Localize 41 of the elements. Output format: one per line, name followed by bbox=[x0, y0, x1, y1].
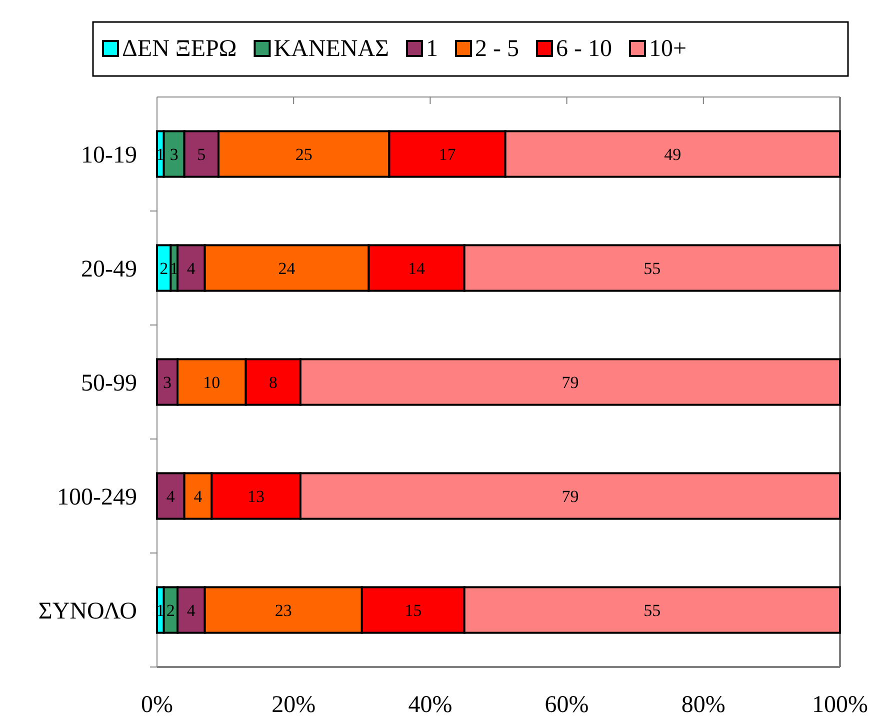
data-label: 15 bbox=[404, 600, 422, 620]
data-label: 13 bbox=[248, 486, 265, 506]
data-label: 55 bbox=[644, 258, 661, 278]
data-label: 55 bbox=[644, 600, 661, 620]
legend-label: 2 - 5 bbox=[474, 36, 519, 62]
data-label: 4 bbox=[194, 486, 203, 506]
data-label: 3 bbox=[170, 144, 178, 164]
data-label: 8 bbox=[268, 372, 278, 392]
data-label: 24 bbox=[278, 258, 296, 278]
y-tick-label: 10-19 bbox=[81, 142, 137, 168]
data-label: 79 bbox=[562, 372, 579, 392]
y-tick-label: ΣΥΝΟΛΟ bbox=[38, 598, 137, 624]
x-tick-label: 0% bbox=[141, 692, 173, 718]
data-label: 3 bbox=[162, 372, 172, 392]
data-label: 2 bbox=[166, 600, 175, 620]
data-label: 25 bbox=[295, 144, 312, 164]
data-label: 10 bbox=[203, 372, 220, 392]
data-label: 4 bbox=[186, 600, 196, 620]
legend-label: 6 - 10 bbox=[556, 36, 612, 62]
legend-label: 1 bbox=[426, 36, 438, 62]
x-tick-label: 80% bbox=[681, 692, 726, 718]
data-label: 23 bbox=[274, 600, 292, 620]
data-label: 17 bbox=[438, 144, 456, 164]
y-tick-label: 50-99 bbox=[81, 370, 137, 396]
x-tick-label: 60% bbox=[544, 692, 589, 718]
data-label: 2 bbox=[160, 258, 168, 278]
y-tick-label: 100-249 bbox=[57, 484, 137, 510]
y-tick-label: 20-49 bbox=[81, 256, 137, 282]
x-tick-label: 40% bbox=[408, 692, 452, 718]
x-tick-label: 100% bbox=[812, 692, 868, 718]
data-label: 5 bbox=[197, 144, 206, 164]
legend-label: 10+ bbox=[648, 36, 687, 62]
data-label: 4 bbox=[186, 258, 196, 278]
data-label: 4 bbox=[166, 486, 176, 506]
x-tick-label: 20% bbox=[272, 692, 316, 718]
legend-label: ΚΑΝΕΝΑΣ bbox=[274, 36, 389, 62]
data-label: 14 bbox=[408, 258, 426, 278]
data-label: 79 bbox=[562, 486, 579, 506]
data-label: 1 bbox=[170, 258, 178, 278]
data-label: 49 bbox=[664, 144, 682, 164]
legend-label: ΔΕΝ ΞΕΡΩ bbox=[122, 36, 237, 62]
